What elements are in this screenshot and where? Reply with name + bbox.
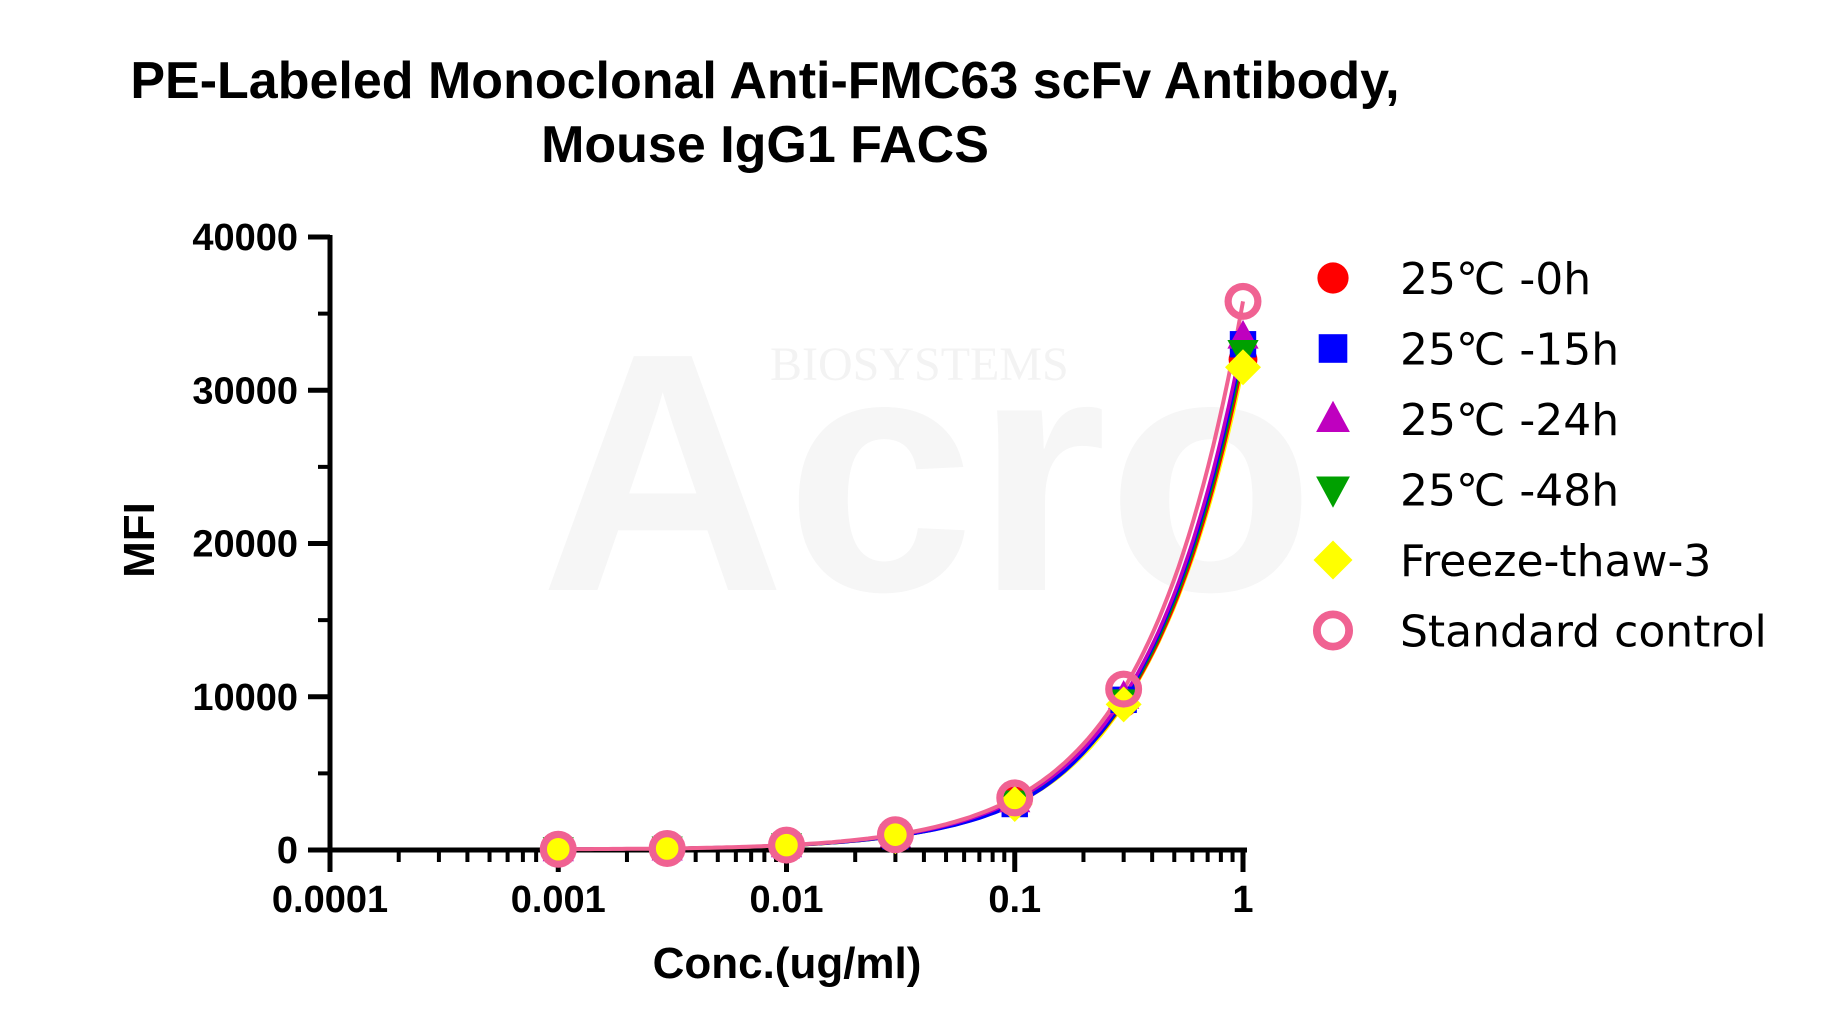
legend-label: 25℃ -48h bbox=[1400, 466, 1619, 517]
series-points bbox=[539, 282, 1262, 868]
x-tick-label: 1 bbox=[1232, 879, 1253, 921]
x-tick-label: 0.1 bbox=[988, 879, 1041, 921]
legend-label: Standard control bbox=[1400, 607, 1767, 658]
legend-marker bbox=[1317, 262, 1349, 294]
legend-label: 25℃ -24h bbox=[1400, 395, 1619, 446]
watermark-logo: Acro BIOSYSTEMS bbox=[540, 283, 1315, 663]
chart-title-line-1: PE-Labeled Monoclonal Anti-FMC63 scFv An… bbox=[130, 52, 1399, 110]
legend-item: Standard control bbox=[1312, 607, 1767, 658]
data-point bbox=[876, 816, 914, 854]
data-point bbox=[648, 829, 686, 867]
legend-item: 25℃ -15h bbox=[1318, 325, 1619, 376]
data-point bbox=[1224, 282, 1262, 320]
data-point bbox=[539, 830, 577, 868]
legend-label: 25℃ -0h bbox=[1400, 254, 1591, 305]
data-point bbox=[768, 826, 805, 864]
legend-marker bbox=[1316, 476, 1350, 508]
y-tick-label: 40000 bbox=[192, 217, 298, 259]
y-axis-label: MFI bbox=[115, 502, 164, 578]
data-point bbox=[1225, 349, 1261, 386]
y-tick-label: 10000 bbox=[192, 677, 298, 719]
y-tick-label: 30000 bbox=[192, 370, 298, 412]
legend-label: 25℃ -15h bbox=[1400, 325, 1619, 376]
svg-text:BIOSYSTEMS: BIOSYSTEMS bbox=[770, 338, 1069, 391]
x-axis-label: Conc.(ug/ml) bbox=[653, 939, 922, 988]
legend: 25℃ -0h 25℃ -15h 25℃ -24h 25℃ -48h Freeze-th… bbox=[1312, 254, 1767, 658]
data-point bbox=[996, 779, 1034, 817]
data-point bbox=[1105, 670, 1143, 708]
x-tick-label: 0.001 bbox=[511, 879, 606, 921]
legend-marker bbox=[1313, 540, 1353, 580]
legend-marker bbox=[1316, 400, 1350, 432]
legend-item: 25℃ -24h bbox=[1316, 395, 1619, 446]
legend-item: Freeze-thaw-3 bbox=[1313, 536, 1711, 587]
y-tick-label: 0 bbox=[277, 830, 298, 872]
data-points bbox=[539, 282, 1262, 868]
legend-item: 25℃ -0h bbox=[1317, 254, 1591, 305]
svg-text:Acro: Acro bbox=[540, 283, 1315, 663]
legend-marker bbox=[1318, 334, 1348, 363]
chart-title-line-2: Mouse IgG1 FACS bbox=[541, 116, 989, 174]
x-tick-label: 0.0001 bbox=[272, 879, 388, 921]
legend-label: Freeze-thaw-3 bbox=[1400, 536, 1711, 587]
y-tick-label: 20000 bbox=[192, 524, 298, 566]
x-tick-label: 0.01 bbox=[750, 879, 824, 921]
legend-item: 25℃ -48h bbox=[1316, 466, 1619, 517]
legend-marker bbox=[1312, 610, 1354, 651]
